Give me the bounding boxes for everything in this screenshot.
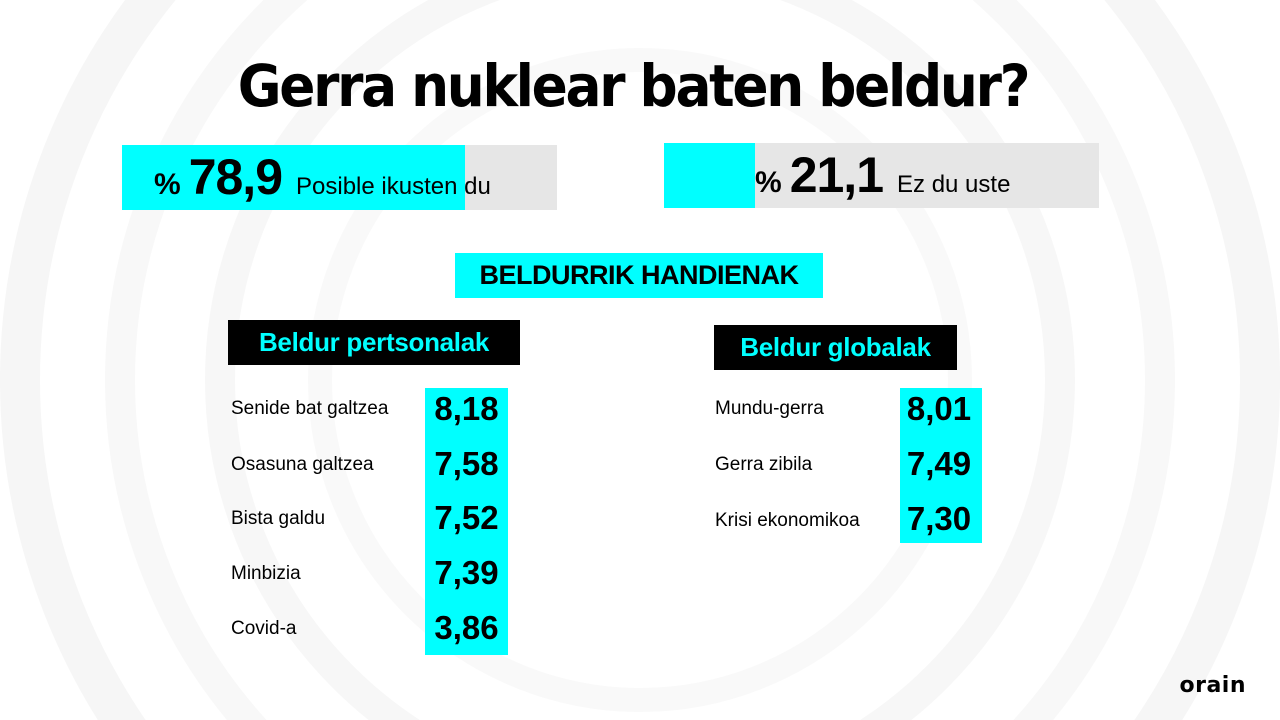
summary-label: Posible ikusten du bbox=[296, 173, 491, 200]
list-item-value: 7,52 bbox=[434, 499, 499, 536]
list-item-value: 7,58 bbox=[434, 445, 499, 482]
list-item-label: Covid-a bbox=[231, 618, 297, 639]
list-item-value: 3,86 bbox=[434, 609, 499, 646]
summary-bar-yes-fill bbox=[122, 145, 465, 210]
list-item-value: 8,18 bbox=[434, 390, 499, 427]
personal-fears-heading: Beldur pertsonalak bbox=[228, 320, 520, 365]
list-item-value: 7,39 bbox=[434, 554, 499, 591]
list-item-value: 8,01 bbox=[906, 390, 972, 427]
list-item-label: Krisi ekonomikoa bbox=[715, 510, 860, 531]
summary-value: 78,9 bbox=[188, 149, 283, 205]
list-item-label: Gerra zibila bbox=[715, 454, 813, 475]
orain-logo: orain bbox=[1179, 673, 1246, 698]
global-fears-heading: Beldur globalak bbox=[714, 325, 957, 370]
list-item-label: Bista galdu bbox=[231, 508, 326, 529]
list-item-value: 7,30 bbox=[906, 500, 972, 537]
percent-sign: % bbox=[154, 168, 181, 201]
personal-values-column bbox=[425, 388, 508, 655]
percent-sign: % bbox=[755, 166, 782, 199]
list-item-value: 7,49 bbox=[906, 445, 972, 482]
list-item-label: Mundu-gerra bbox=[715, 398, 824, 419]
list-item-label: Minbizia bbox=[231, 563, 301, 584]
summary-value: 21,1 bbox=[789, 147, 884, 203]
section-title: BELDURRIK HANDIENAK bbox=[455, 253, 823, 298]
summary-bar-no: % 21,1 Ez du uste bbox=[664, 143, 1099, 208]
list-item-label: Osasuna galtzea bbox=[231, 454, 374, 475]
global-values-column bbox=[900, 388, 982, 543]
list-item-label: Senide bat galtzea bbox=[231, 398, 389, 419]
summary-bar-no-fill bbox=[664, 143, 755, 208]
page-title: Gerra nuklear baten beldur? bbox=[237, 52, 1031, 120]
summary-label: Ez du uste bbox=[897, 171, 1011, 198]
summary-bar-yes: % 78,9 Posible ikusten du bbox=[122, 145, 557, 210]
